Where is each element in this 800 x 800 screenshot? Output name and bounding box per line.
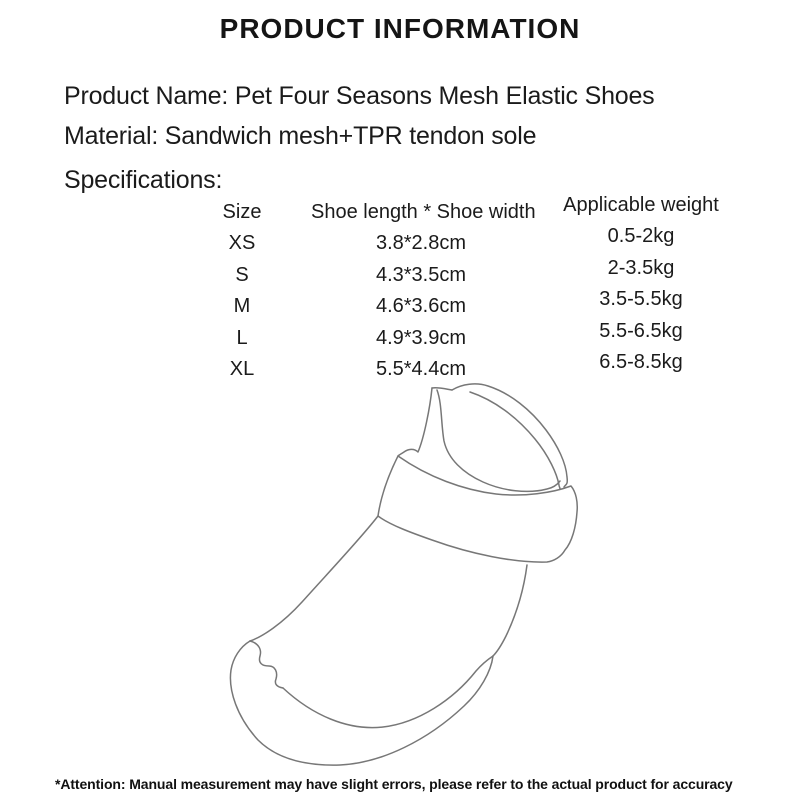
shoe-ankle-left-edge	[397, 387, 433, 457]
material-line: Material: Sandwich mesh+TPR tendon sole	[64, 122, 537, 150]
weight-cell: 2-3.5kg	[607, 256, 675, 279]
column-header-size: Size	[222, 201, 262, 223]
size-cell: M	[233, 295, 251, 318]
spec-column-size: Size XS S M L XL	[180, 197, 304, 385]
size-cell: S	[235, 263, 249, 286]
shoe-body-left-edge	[249, 515, 379, 642]
shoe-opening-inner	[436, 389, 561, 493]
size-cell: XS	[228, 232, 256, 255]
shoe-toe-seam	[249, 640, 284, 689]
dims-cell: 3.8*2.8cm	[375, 232, 467, 255]
shoe-collar-inner	[469, 391, 561, 490]
weight-cell: 5.5-6.5kg	[599, 319, 683, 342]
page-title: PRODUCT INFORMATION	[219, 13, 581, 44]
shoe-heel-edge	[492, 564, 528, 657]
size-cell: XL	[229, 357, 255, 380]
attention-note: *Attention: Manual measurement may have …	[55, 776, 733, 792]
spec-column-weight: Applicable weight 0.5-2kg 2-3.5kg 3.5-5.5k…	[551, 190, 731, 378]
shoe-inner-sole	[282, 655, 494, 729]
dims-cell: 4.9*3.9cm	[375, 326, 467, 349]
shoe-ankle-top-edge	[431, 387, 453, 391]
product-name-line: Product Name: Pet Four Seasons Mesh Elas…	[64, 82, 655, 110]
spec-column-dims: Shoe length * Shoe width 3.8*2.8cm 4.3*3.…	[311, 197, 536, 385]
weight-cell: 6.5-8.5kg	[599, 350, 683, 373]
shoe-strap-band	[377, 455, 578, 563]
specifications-label: Specifications:	[64, 166, 223, 194]
weight-cell: 3.5-5.5kg	[599, 288, 683, 311]
shoe-outer-sole	[229, 640, 494, 766]
column-header-weight: Applicable weight	[563, 194, 719, 216]
column-header-dims: Shoe length * Shoe width	[311, 201, 536, 223]
size-cell: L	[236, 326, 248, 349]
dims-cell: 4.6*3.6cm	[375, 295, 467, 318]
dims-cell: 4.3*3.5cm	[375, 263, 467, 286]
shoe-collar-outer	[451, 383, 568, 488]
weight-cell: 0.5-2kg	[607, 225, 675, 248]
dims-cell: 5.5*4.4cm	[375, 357, 467, 380]
